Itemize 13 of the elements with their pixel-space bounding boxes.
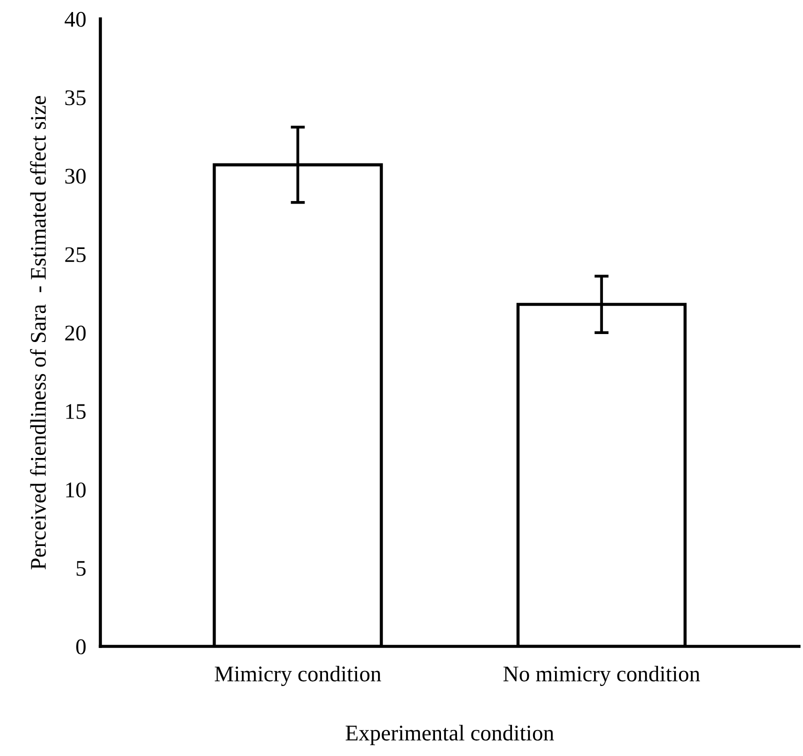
y-tick-label: 0	[76, 639, 86, 654]
y-tick-label: 35	[65, 90, 86, 106]
x-axis-title: Experimental condition	[346, 724, 554, 746]
y-tick-label: 10	[66, 482, 86, 498]
x-tick-label: No mimicry condition	[503, 666, 700, 686]
y-axis-title: Perceived friendliness of Sara - Estimated effect size	[30, 96, 46, 570]
y-tick-label: 30	[65, 168, 86, 184]
y-tick-label: 5	[76, 561, 86, 576]
x-tick-label: Mimicry condition	[214, 666, 382, 686]
y-tick-label: 20	[65, 326, 86, 341]
y-tick-label: 25	[65, 247, 86, 262]
y-tick-label: 40	[64, 12, 86, 27]
y-tick-label: 15	[66, 404, 86, 420]
